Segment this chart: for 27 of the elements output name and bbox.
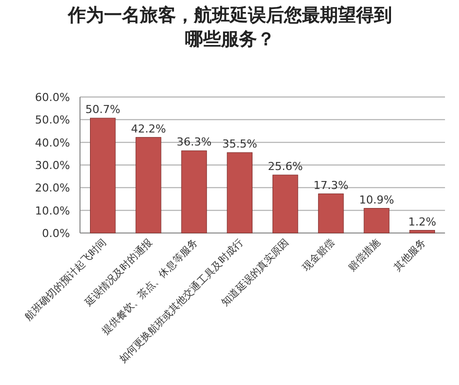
- x-tick-label: 其他服务: [392, 236, 428, 274]
- data-label: 36.3%: [176, 136, 212, 149]
- y-tick-label: 50.0%: [35, 114, 70, 127]
- bar: [181, 150, 207, 234]
- x-tick-label: 现金赔偿: [300, 236, 338, 274]
- y-tick-label: 30.0%: [35, 159, 70, 172]
- data-label: 35.5%: [222, 138, 258, 151]
- x-tick-label: 赔偿措施: [346, 236, 383, 274]
- data-label: 17.3%: [313, 178, 348, 192]
- data-label: 25.6%: [268, 160, 303, 173]
- bar: [226, 152, 252, 234]
- bar: [272, 174, 298, 234]
- bar: [90, 118, 116, 234]
- bar: [409, 230, 435, 234]
- data-label: 42.2%: [130, 122, 166, 136]
- bar: [364, 208, 390, 234]
- data-label: 50.7%: [85, 103, 120, 116]
- chart-title: 作为一名旅客，航班延误后您最期望得到哪些服务？: [66, 4, 393, 52]
- data-label: 10.9%: [359, 193, 394, 206]
- y-tick-label: 0.0%: [42, 227, 70, 240]
- bar: [136, 137, 162, 234]
- y-tick-label: 20.0%: [35, 182, 70, 195]
- bar: [318, 194, 344, 234]
- data-label: 1.2%: [408, 215, 436, 228]
- y-tick-label: 10.0%: [35, 204, 70, 218]
- y-tick-label: 40.0%: [35, 136, 70, 150]
- y-tick-label: 60.0%: [35, 91, 70, 104]
